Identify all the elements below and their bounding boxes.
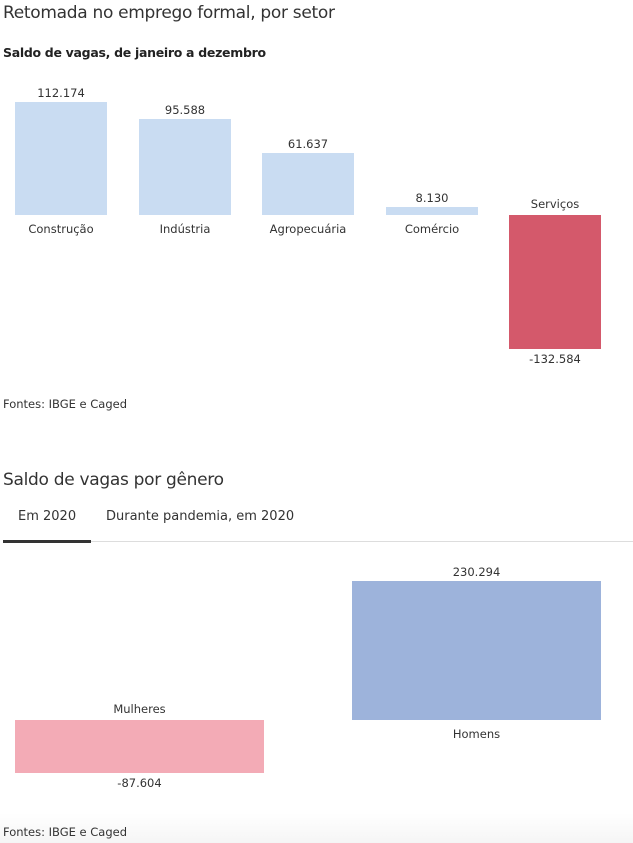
category-label: Agropecuária xyxy=(269,222,347,236)
value-label: -132.584 xyxy=(529,351,581,366)
tab-durante-pandemia[interactable]: Durante pandemia, em 2020 xyxy=(106,509,295,524)
bar-homens xyxy=(352,580,601,720)
category-label: Construção xyxy=(28,222,94,236)
bottom-fade xyxy=(0,813,633,843)
category-label: Mulheres xyxy=(113,702,166,716)
value-label: 8.130 xyxy=(415,190,449,205)
tab-em-2020[interactable]: Em 2020 xyxy=(18,509,77,524)
chart1-subtitle: Saldo de vagas, de janeiro a dezembro xyxy=(3,45,266,60)
bar-construção xyxy=(15,101,107,215)
value-label: 95.588 xyxy=(164,102,206,117)
tab-bar: Em 2020 Durante pandemia, em 2020 xyxy=(3,500,633,543)
bar-serviços xyxy=(509,215,601,349)
chart1-source: Fontes: IBGE e Caged xyxy=(3,397,128,411)
category-label: Homens xyxy=(452,727,501,741)
value-label: -87.604 xyxy=(117,775,162,790)
chart2-title: Saldo de vagas por gênero xyxy=(3,470,224,490)
category-label: Comércio xyxy=(404,222,460,236)
value-label: 230.294 xyxy=(452,564,501,579)
value-label: 112.174 xyxy=(37,85,85,100)
bar-indústria xyxy=(139,118,231,215)
sector-bar-chart: 112.174 Construção 95.588 Indústria 61.637 Ag… xyxy=(0,0,633,380)
category-label: Indústria xyxy=(159,222,211,236)
chart2-source: Fontes: IBGE e Caged xyxy=(3,825,128,839)
value-label: 61.637 xyxy=(287,136,329,151)
category-label: Serviços xyxy=(530,197,580,211)
gender-bar-chart: -87.604 Mulheres 230.294 Homens xyxy=(15,564,601,790)
active-tab-indicator xyxy=(3,540,91,543)
bar-mulheres xyxy=(15,720,264,773)
chart1-title: Retomada no emprego formal, por setor xyxy=(3,3,335,23)
bar-comércio xyxy=(386,206,478,215)
bar-agropecuária xyxy=(262,152,354,215)
